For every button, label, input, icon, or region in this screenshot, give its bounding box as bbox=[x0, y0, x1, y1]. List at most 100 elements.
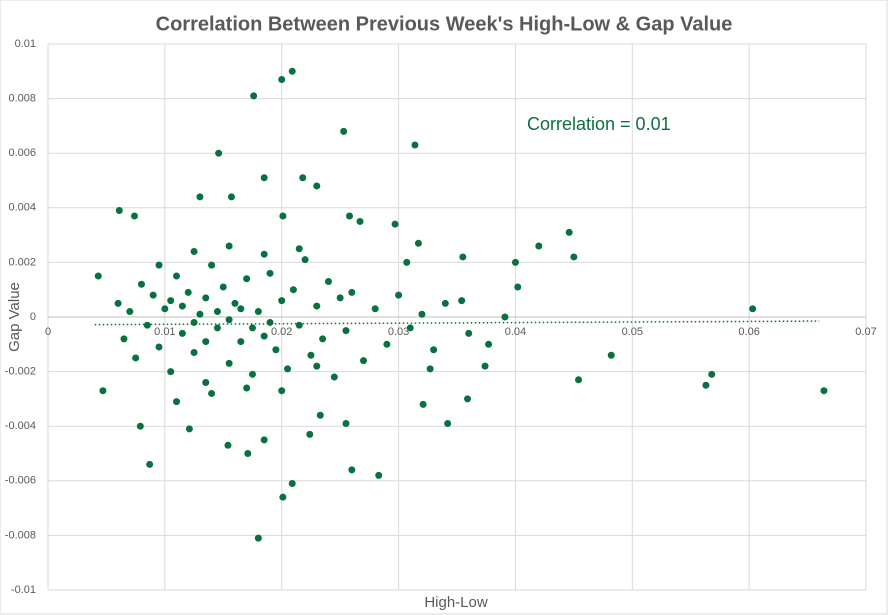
data-point bbox=[430, 346, 438, 354]
data-point bbox=[419, 400, 427, 408]
data-point bbox=[202, 338, 210, 346]
data-point bbox=[313, 182, 321, 190]
data-point bbox=[99, 387, 107, 395]
data-point bbox=[136, 422, 144, 430]
data-point bbox=[178, 329, 186, 337]
x-tick-label: 0.02 bbox=[271, 326, 292, 338]
data-point bbox=[301, 256, 309, 264]
data-point bbox=[243, 275, 251, 283]
data-point bbox=[316, 411, 324, 419]
data-point bbox=[426, 365, 434, 373]
data-point bbox=[535, 242, 543, 250]
data-point bbox=[288, 480, 296, 488]
data-point bbox=[143, 321, 151, 329]
y-tick-label: 0.006 bbox=[8, 147, 36, 159]
data-point bbox=[403, 258, 411, 266]
data-point bbox=[224, 441, 232, 449]
data-point bbox=[254, 308, 262, 316]
data-point bbox=[208, 261, 216, 269]
data-point bbox=[391, 220, 399, 228]
data-point bbox=[288, 67, 296, 75]
data-point bbox=[306, 430, 314, 438]
x-tick-label: 0.07 bbox=[855, 326, 876, 338]
data-point bbox=[411, 141, 419, 149]
data-point bbox=[114, 299, 122, 307]
data-point bbox=[120, 335, 128, 343]
x-tick-label: 0.04 bbox=[505, 326, 526, 338]
data-point bbox=[444, 419, 452, 427]
data-point bbox=[749, 305, 757, 313]
data-point bbox=[459, 253, 467, 261]
data-point bbox=[441, 299, 449, 307]
data-point bbox=[244, 450, 252, 457]
data-point bbox=[225, 316, 233, 324]
data-point bbox=[167, 368, 175, 376]
data-point bbox=[465, 329, 473, 337]
x-tick-label: 0.03 bbox=[388, 326, 409, 338]
data-point bbox=[137, 280, 145, 288]
data-point bbox=[295, 321, 303, 329]
annotation: Correlation = 0.01 bbox=[527, 114, 671, 134]
data-point bbox=[149, 291, 157, 299]
x-tick-label: 0.05 bbox=[622, 326, 643, 338]
data-point bbox=[330, 373, 338, 381]
x-tick-label: 0.01 bbox=[154, 326, 175, 338]
data-point bbox=[458, 297, 466, 305]
data-point bbox=[278, 387, 286, 395]
data-point bbox=[237, 305, 245, 313]
data-point bbox=[94, 272, 102, 280]
data-point bbox=[356, 217, 364, 225]
data-point bbox=[146, 460, 154, 468]
data-point bbox=[284, 365, 292, 373]
data-point bbox=[414, 239, 422, 247]
data-point bbox=[185, 425, 193, 433]
data-point bbox=[319, 335, 327, 343]
data-point bbox=[485, 340, 493, 348]
y-tick-label: -0.01 bbox=[11, 584, 36, 596]
data-point bbox=[155, 261, 163, 269]
data-point bbox=[278, 297, 286, 305]
data-point bbox=[313, 362, 321, 370]
data-point bbox=[190, 348, 198, 356]
y-tick-label: 0 bbox=[30, 311, 36, 323]
y-tick-label: 0.008 bbox=[8, 93, 36, 105]
data-point bbox=[406, 324, 414, 332]
data-point bbox=[395, 291, 403, 299]
data-point bbox=[213, 324, 221, 332]
data-point bbox=[307, 351, 315, 359]
data-point bbox=[514, 283, 522, 291]
x-tick-label: 0.06 bbox=[738, 326, 759, 338]
data-point bbox=[272, 346, 280, 354]
data-point bbox=[279, 212, 287, 220]
data-point bbox=[570, 253, 578, 261]
data-point bbox=[345, 212, 353, 220]
data-point bbox=[190, 318, 198, 326]
data-point bbox=[250, 92, 258, 100]
y-tick-label: 0.004 bbox=[8, 202, 36, 214]
y-tick-label: 0.002 bbox=[8, 256, 36, 268]
data-point bbox=[342, 419, 350, 427]
data-point bbox=[260, 436, 268, 444]
data-point bbox=[178, 302, 186, 310]
trendline bbox=[94, 320, 820, 326]
data-point bbox=[208, 389, 216, 397]
data-point bbox=[371, 305, 379, 313]
data-point bbox=[336, 294, 344, 302]
data-point bbox=[161, 305, 169, 313]
data-point bbox=[295, 245, 303, 253]
y-tick-label: -0.006 bbox=[5, 475, 36, 487]
data-point bbox=[278, 75, 286, 83]
data-point bbox=[607, 351, 615, 359]
data-point bbox=[249, 370, 256, 378]
data-point bbox=[266, 318, 274, 326]
data-point bbox=[196, 310, 204, 318]
data-point bbox=[575, 376, 583, 384]
data-point bbox=[702, 381, 710, 389]
data-point bbox=[820, 387, 828, 395]
data-point bbox=[565, 228, 573, 236]
data-point bbox=[190, 247, 198, 255]
data-point bbox=[360, 357, 368, 365]
data-point bbox=[184, 288, 192, 296]
data-point bbox=[202, 379, 210, 387]
